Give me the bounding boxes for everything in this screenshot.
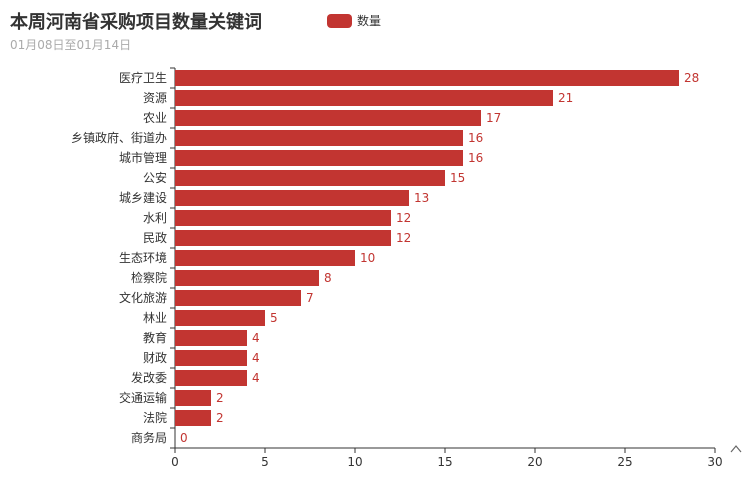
bar (175, 170, 445, 186)
y-tick-label: 医疗卫生 (119, 71, 167, 85)
bar (175, 250, 355, 266)
y-tick-label: 财政 (143, 351, 167, 365)
bar-value-label: 21 (558, 91, 573, 105)
legend-label: 数量 (357, 14, 382, 28)
bar-value-label: 17 (486, 111, 501, 125)
bar-value-label: 12 (396, 211, 411, 225)
y-tick-label: 民政 (143, 231, 167, 245)
legend-swatch (327, 13, 352, 28)
x-tick-label: 30 (707, 455, 722, 469)
y-tick-label: 发改委 (131, 370, 167, 385)
y-tick-label: 公安 (143, 170, 167, 185)
chart-subtitle: 01月08日至01月14日 (10, 38, 132, 52)
bar-value-label: 4 (252, 371, 260, 385)
x-tick-label: 25 (617, 455, 632, 469)
y-tick-label: 乡镇政府、街道办 (71, 130, 167, 145)
bar (175, 310, 265, 326)
y-tick-label: 商务局 (131, 430, 167, 445)
y-tick-label: 农业 (143, 111, 167, 125)
y-tick-label: 生态环境 (119, 250, 167, 265)
y-tick-label: 城乡建设 (119, 191, 167, 205)
y-tick-label: 林业 (143, 311, 167, 325)
legend-item[interactable]: 数量 (327, 12, 381, 29)
bar-value-label: 28 (684, 71, 699, 85)
bar-value-label: 16 (468, 151, 483, 165)
bar (175, 370, 247, 386)
bar-value-label: 15 (450, 171, 465, 185)
bar (175, 350, 247, 366)
bar-value-label: 2 (216, 411, 224, 425)
bar-value-label: 4 (252, 351, 260, 365)
bar (175, 390, 211, 406)
bar-value-label: 10 (360, 251, 375, 265)
bar-value-label: 2 (216, 391, 224, 405)
y-tick-label: 交通运输 (119, 390, 167, 405)
chart-title: 本周河南省采购项目数量关键词 (10, 12, 262, 33)
x-tick-label: 0 (171, 455, 179, 469)
x-tick-label: 15 (437, 455, 452, 469)
bar (175, 90, 553, 106)
x-tick-label: 10 (347, 455, 362, 469)
y-tick-label: 教育 (143, 330, 167, 345)
y-tick-label: 检察院 (131, 270, 167, 285)
bar (175, 190, 409, 206)
y-tick-label: 水利 (143, 211, 167, 225)
x-tick-label: 5 (261, 455, 269, 469)
bar (175, 130, 463, 146)
y-tick-label: 法院 (143, 411, 167, 425)
bar-value-label: 13 (414, 191, 429, 205)
y-tick-label: 资源 (143, 91, 167, 105)
bar (175, 290, 301, 306)
y-tick-label: 城市管理 (119, 150, 167, 165)
bar (175, 330, 247, 346)
bar-value-label: 16 (468, 131, 483, 145)
bar (175, 270, 319, 286)
bar-value-label: 8 (324, 271, 332, 285)
chevron-up-icon (730, 445, 742, 453)
bar (175, 410, 211, 426)
bar (175, 70, 679, 86)
bar-value-label: 12 (396, 231, 411, 245)
bar-value-label: 4 (252, 331, 260, 345)
bar (175, 230, 391, 246)
bar-value-label: 5 (270, 311, 278, 325)
x-tick-label: 20 (527, 455, 542, 469)
bar (175, 210, 391, 226)
bar-value-label: 0 (180, 431, 188, 445)
bar (175, 150, 463, 166)
bar-value-label: 7 (306, 291, 314, 305)
bar (175, 110, 481, 126)
y-tick-label: 文化旅游 (119, 290, 167, 305)
